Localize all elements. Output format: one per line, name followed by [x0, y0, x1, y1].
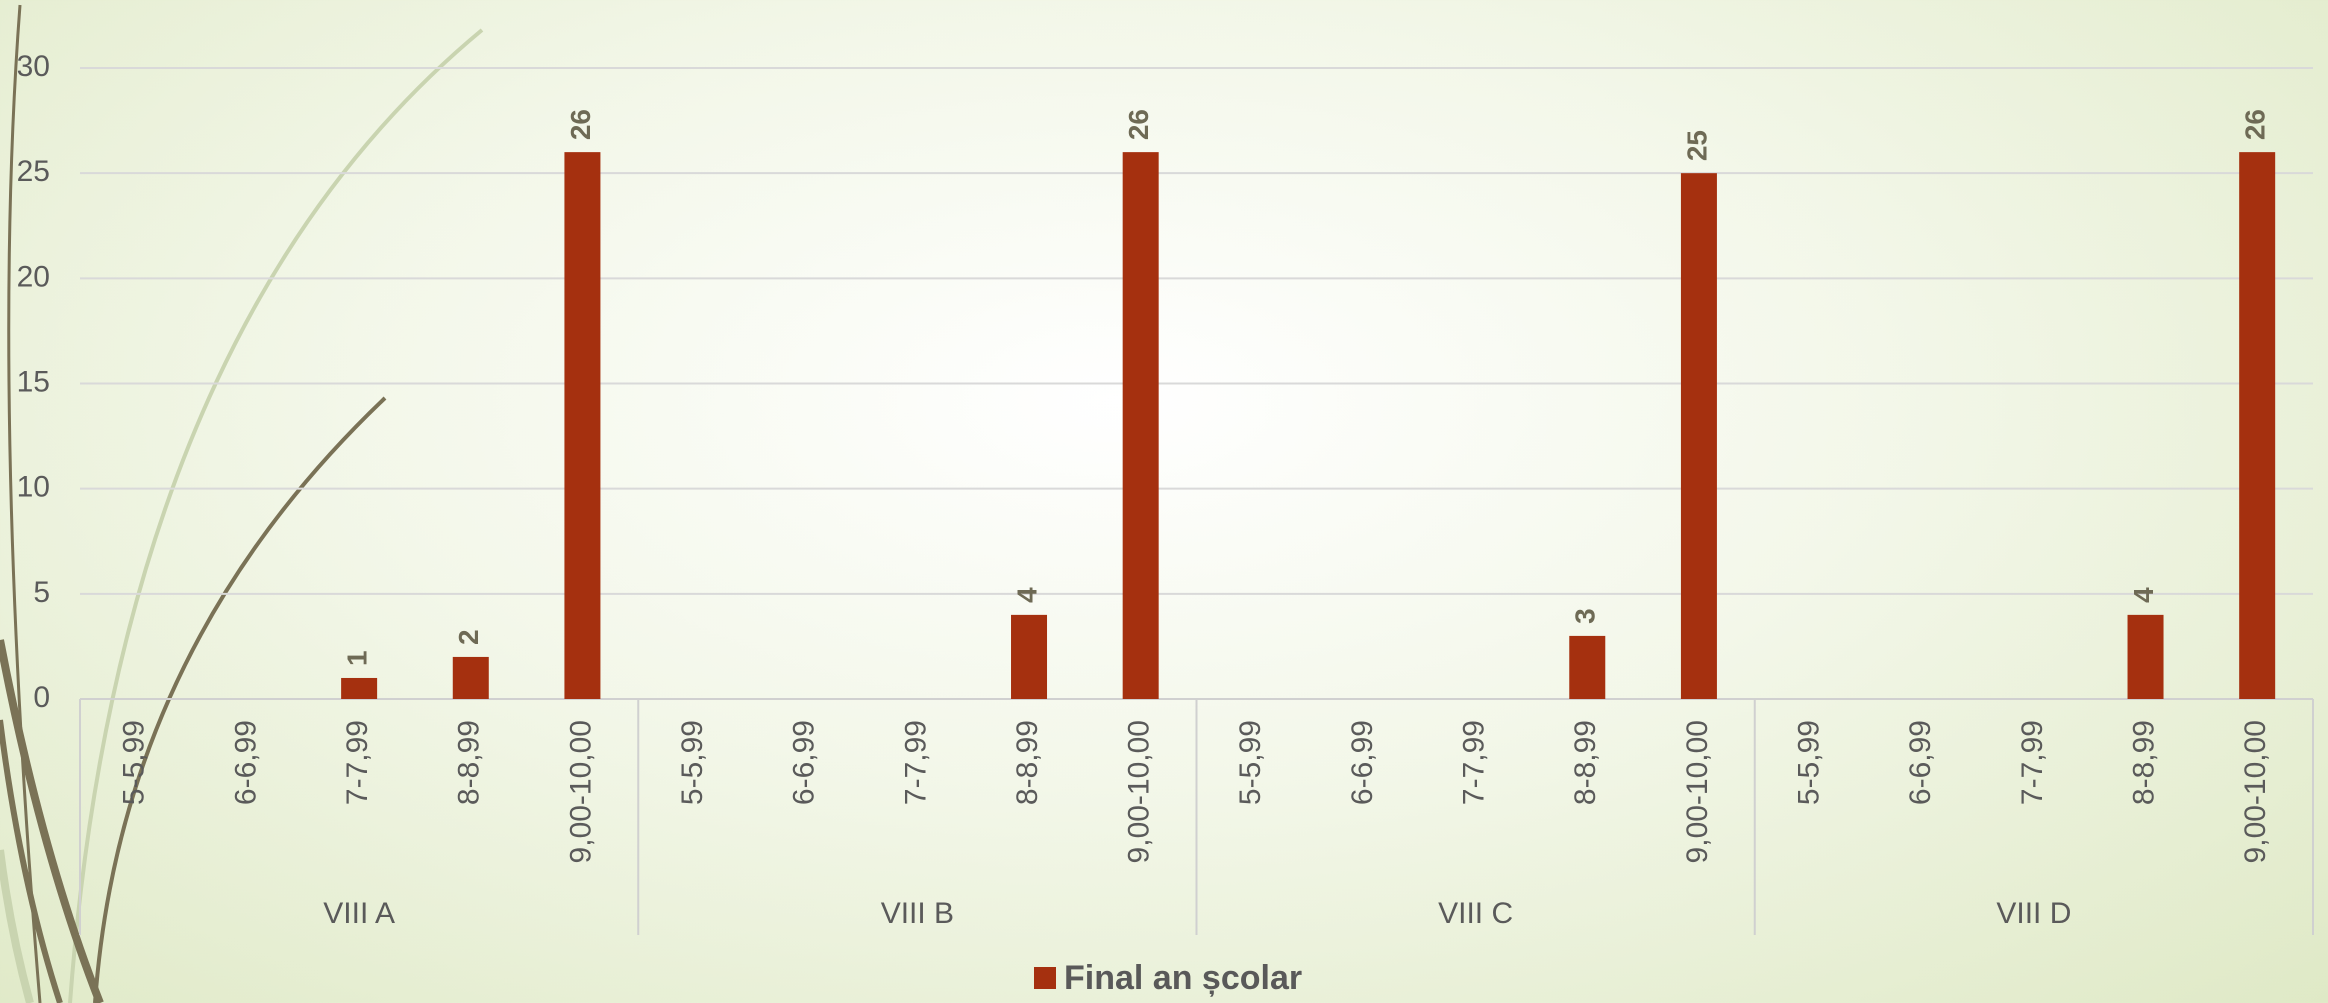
x-tick-label: 7-7,99: [1458, 720, 1491, 805]
x-tick-label: 6-6,99: [229, 720, 262, 805]
y-tick-label: 25: [17, 155, 50, 188]
data-label: 2: [453, 629, 484, 645]
bar: [2128, 615, 2164, 699]
y-tick-label: 30: [17, 50, 50, 83]
x-tick-label: 7-7,99: [2016, 720, 2049, 805]
x-tick-label: 7-7,99: [899, 720, 932, 805]
data-label: 26: [565, 109, 596, 140]
bar: [564, 152, 600, 699]
data-label: 26: [1123, 109, 1154, 140]
x-tick-label: 6-6,99: [1904, 720, 1937, 805]
x-tick-label: 5-5,99: [1234, 720, 1267, 805]
x-tick-label: 9,00-10,00: [564, 720, 597, 863]
y-tick-label: 10: [17, 471, 50, 504]
x-tick-label: 8-8,99: [453, 720, 486, 805]
group-label: VIII A: [323, 897, 395, 930]
group-label: VIII C: [1438, 897, 1513, 930]
x-tick-label: 6-6,99: [1346, 720, 1379, 805]
legend-swatch: [1034, 967, 1056, 989]
x-tick-label: 9,00-10,00: [2239, 720, 2272, 863]
data-label: 4: [1011, 587, 1042, 603]
bar: [1123, 152, 1159, 699]
bar: [1011, 615, 1047, 699]
x-tick-label: 5-5,99: [1792, 720, 1825, 805]
page: 0 5 10 15 20 25 30 VIII A VIII B VIII C VIII D 5-5,…: [0, 0, 2328, 1003]
x-tick-label: 8-8,99: [2127, 720, 2160, 805]
bar: [453, 657, 489, 699]
data-label: 3: [1570, 608, 1601, 624]
y-tick-label: 5: [33, 576, 50, 609]
x-tick-label: 9,00-10,00: [1123, 720, 1156, 863]
x-tick-label: 9,00-10,00: [1681, 720, 1714, 863]
y-tick-label: 20: [17, 260, 50, 293]
x-tick-label: 5-5,99: [118, 720, 151, 805]
y-tick-label: 15: [17, 365, 50, 398]
data-label: 26: [2240, 109, 2271, 140]
data-label: 4: [2128, 587, 2159, 603]
x-tick-label: 8-8,99: [1011, 720, 1044, 805]
bar: [2239, 152, 2275, 699]
group-label: VIII D: [1996, 897, 2071, 930]
legend-label: Final an școlar: [1064, 959, 1302, 997]
chart: 0 5 10 15 20 25 30 VIII A VIII B VIII C VIII D 5-5,…: [0, 0, 2328, 1003]
bar: [1569, 636, 1605, 699]
x-tick-label: 5-5,99: [676, 720, 709, 805]
bar: [341, 678, 377, 699]
bar: [1681, 173, 1717, 699]
x-tick-label: 8-8,99: [1569, 720, 1602, 805]
y-tick-label: 0: [33, 681, 50, 714]
decoration: [0, 5, 482, 1003]
x-tick-label: 6-6,99: [788, 720, 821, 805]
x-tick-label: 7-7,99: [341, 720, 374, 805]
data-label: 25: [1681, 130, 1712, 161]
data-label: 1: [342, 650, 373, 666]
group-label: VIII B: [881, 897, 954, 930]
